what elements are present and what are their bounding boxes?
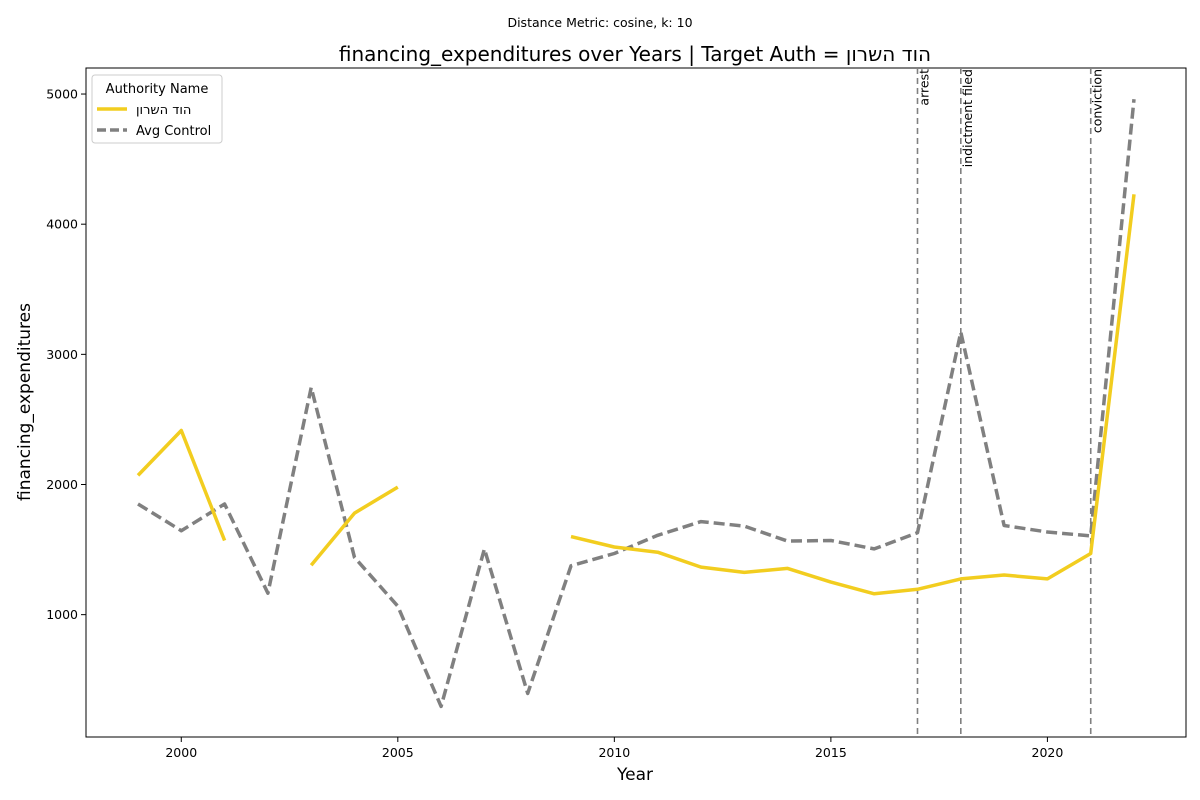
event-label: indictment filed xyxy=(960,69,975,167)
y-tick-label: 1000 xyxy=(46,607,78,622)
x-tick-label: 2015 xyxy=(815,745,847,760)
y-tick-label: 3000 xyxy=(46,347,78,362)
x-axis-ticks: 2000 2005 2010 2015 2020 xyxy=(165,737,1063,760)
x-tick-label: 2020 xyxy=(1032,745,1064,760)
event-label: arrest xyxy=(916,69,931,106)
y-tick-label: 2000 xyxy=(46,477,78,492)
legend: Authority Name הוד השרון Avg Control xyxy=(91,74,223,144)
series-line-target xyxy=(309,485,399,567)
legend-box xyxy=(91,74,223,144)
series-lines xyxy=(136,99,1136,709)
y-axis-ticks: 1000 2000 3000 4000 5000 xyxy=(46,87,86,622)
event-markers: arrest indictment filed conviction xyxy=(916,68,1105,737)
y-tick-label: 4000 xyxy=(46,217,78,232)
x-tick-label: 2010 xyxy=(598,745,630,760)
x-axis-label: Year xyxy=(616,765,653,785)
y-axis-label: financing_expenditures xyxy=(15,303,35,501)
chart-suptitle: Distance Metric: cosine, k: 10 xyxy=(507,15,692,30)
series-line-target xyxy=(136,428,227,542)
y-tick-label: 5000 xyxy=(46,87,78,102)
legend-label-control: Avg Control xyxy=(136,124,211,139)
x-tick-label: 2000 xyxy=(165,745,197,760)
series-line-control xyxy=(137,99,1136,709)
chart-title: financing_expenditures over Years | Targ… xyxy=(339,42,931,66)
plot-area xyxy=(85,67,1187,738)
x-tick-label: 2005 xyxy=(382,745,414,760)
legend-title: Authority Name xyxy=(106,82,209,97)
legend-label-target: הוד השרון xyxy=(136,103,191,118)
series-line-target xyxy=(570,194,1136,596)
event-label: conviction xyxy=(1090,69,1105,133)
